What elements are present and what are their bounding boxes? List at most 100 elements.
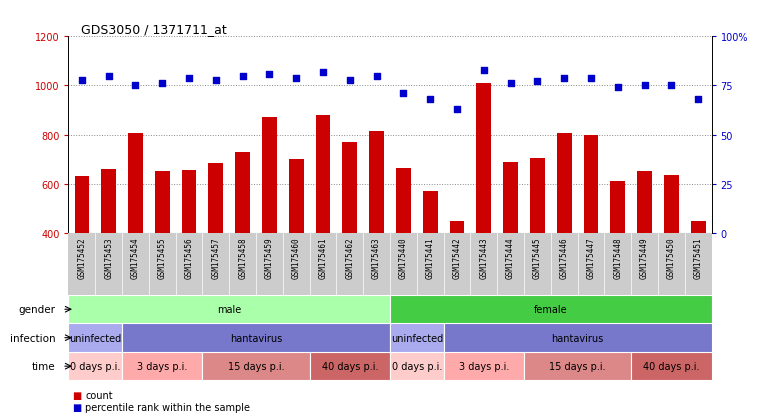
Point	[263, 71, 275, 78]
Point	[665, 83, 677, 90]
Point	[237, 73, 249, 80]
Bar	[128, 134, 143, 233]
Bar	[310, 352, 390, 380]
Point	[638, 83, 651, 90]
Bar	[209, 164, 223, 233]
Point	[451, 107, 463, 113]
Bar	[122, 352, 202, 380]
Text: uninfected: uninfected	[390, 333, 443, 343]
Point	[183, 75, 195, 82]
Bar	[396, 169, 411, 233]
Bar	[68, 352, 122, 380]
Text: GSM175460: GSM175460	[291, 236, 301, 278]
Text: GSM175459: GSM175459	[265, 236, 274, 278]
Bar	[530, 159, 545, 233]
Bar	[450, 221, 464, 233]
Text: GSM175449: GSM175449	[640, 236, 649, 278]
Bar	[503, 162, 518, 233]
Text: 15 days p.i.: 15 days p.i.	[228, 361, 285, 371]
Text: 40 days p.i.: 40 days p.i.	[643, 361, 699, 371]
Text: uninfected: uninfected	[69, 333, 122, 343]
Text: GSM175451: GSM175451	[693, 236, 702, 278]
Text: ■: ■	[72, 390, 81, 400]
Text: GSM175462: GSM175462	[345, 236, 355, 278]
Bar	[182, 171, 196, 233]
Text: GSM175445: GSM175445	[533, 236, 542, 278]
Point	[505, 81, 517, 88]
Text: GSM175447: GSM175447	[587, 236, 595, 278]
Text: GSM175450: GSM175450	[667, 236, 676, 278]
Text: hantavirus: hantavirus	[230, 333, 282, 343]
Text: GSM175452: GSM175452	[78, 236, 87, 278]
Text: GDS3050 / 1371711_at: GDS3050 / 1371711_at	[81, 23, 227, 36]
Bar	[691, 221, 705, 233]
Text: gender: gender	[18, 304, 56, 314]
Text: ■: ■	[72, 402, 81, 412]
Text: female: female	[534, 304, 568, 314]
Bar	[664, 176, 679, 233]
Bar	[369, 132, 384, 233]
Point	[397, 91, 409, 97]
Bar	[631, 352, 712, 380]
Text: infection: infection	[10, 333, 56, 343]
Text: GSM175455: GSM175455	[158, 236, 167, 278]
Bar	[68, 324, 122, 352]
Point	[371, 73, 383, 80]
Bar	[155, 172, 170, 233]
Point	[317, 69, 329, 76]
Bar	[390, 352, 444, 380]
Bar	[101, 170, 116, 233]
Point	[210, 77, 222, 83]
Bar	[122, 324, 390, 352]
Point	[692, 97, 704, 103]
Text: GSM175441: GSM175441	[425, 236, 435, 278]
Bar	[444, 324, 712, 352]
Text: GSM175448: GSM175448	[613, 236, 622, 278]
Point	[612, 85, 624, 91]
Bar	[390, 295, 712, 324]
Text: 3 days p.i.: 3 days p.i.	[137, 361, 187, 371]
Point	[103, 73, 115, 80]
Text: GSM175454: GSM175454	[131, 236, 140, 278]
Bar	[584, 135, 598, 233]
Bar	[202, 352, 310, 380]
Point	[585, 75, 597, 82]
Bar	[289, 160, 304, 233]
Bar	[316, 116, 330, 233]
Text: count: count	[85, 390, 113, 400]
Text: percentile rank within the sample: percentile rank within the sample	[85, 402, 250, 412]
Text: GSM175444: GSM175444	[506, 236, 515, 278]
Bar	[68, 295, 390, 324]
Bar	[610, 182, 625, 233]
Text: GSM175442: GSM175442	[453, 236, 461, 278]
Text: GSM175458: GSM175458	[238, 236, 247, 278]
Text: 40 days p.i.: 40 days p.i.	[322, 361, 378, 371]
Text: time: time	[32, 361, 56, 371]
Bar	[75, 177, 89, 233]
Text: 0 days p.i.: 0 days p.i.	[70, 361, 120, 371]
Text: GSM175446: GSM175446	[559, 236, 568, 278]
Bar	[444, 352, 524, 380]
Point	[290, 75, 302, 82]
Point	[156, 81, 168, 88]
Bar	[390, 324, 444, 352]
Text: GSM175457: GSM175457	[212, 236, 221, 278]
Text: 15 days p.i.: 15 days p.i.	[549, 361, 606, 371]
Bar	[262, 118, 277, 233]
Text: GSM175453: GSM175453	[104, 236, 113, 278]
Text: hantavirus: hantavirus	[552, 333, 603, 343]
Text: GSM175463: GSM175463	[372, 236, 381, 278]
Point	[531, 79, 543, 85]
Bar	[423, 192, 438, 233]
Point	[344, 77, 356, 83]
Text: GSM175440: GSM175440	[399, 236, 408, 278]
Point	[478, 67, 490, 74]
Bar	[476, 84, 491, 233]
Bar	[235, 152, 250, 233]
Text: 0 days p.i.: 0 days p.i.	[392, 361, 442, 371]
Point	[424, 97, 436, 103]
Point	[129, 83, 142, 90]
Text: GSM175461: GSM175461	[319, 236, 327, 278]
Point	[558, 75, 570, 82]
Bar	[524, 352, 631, 380]
